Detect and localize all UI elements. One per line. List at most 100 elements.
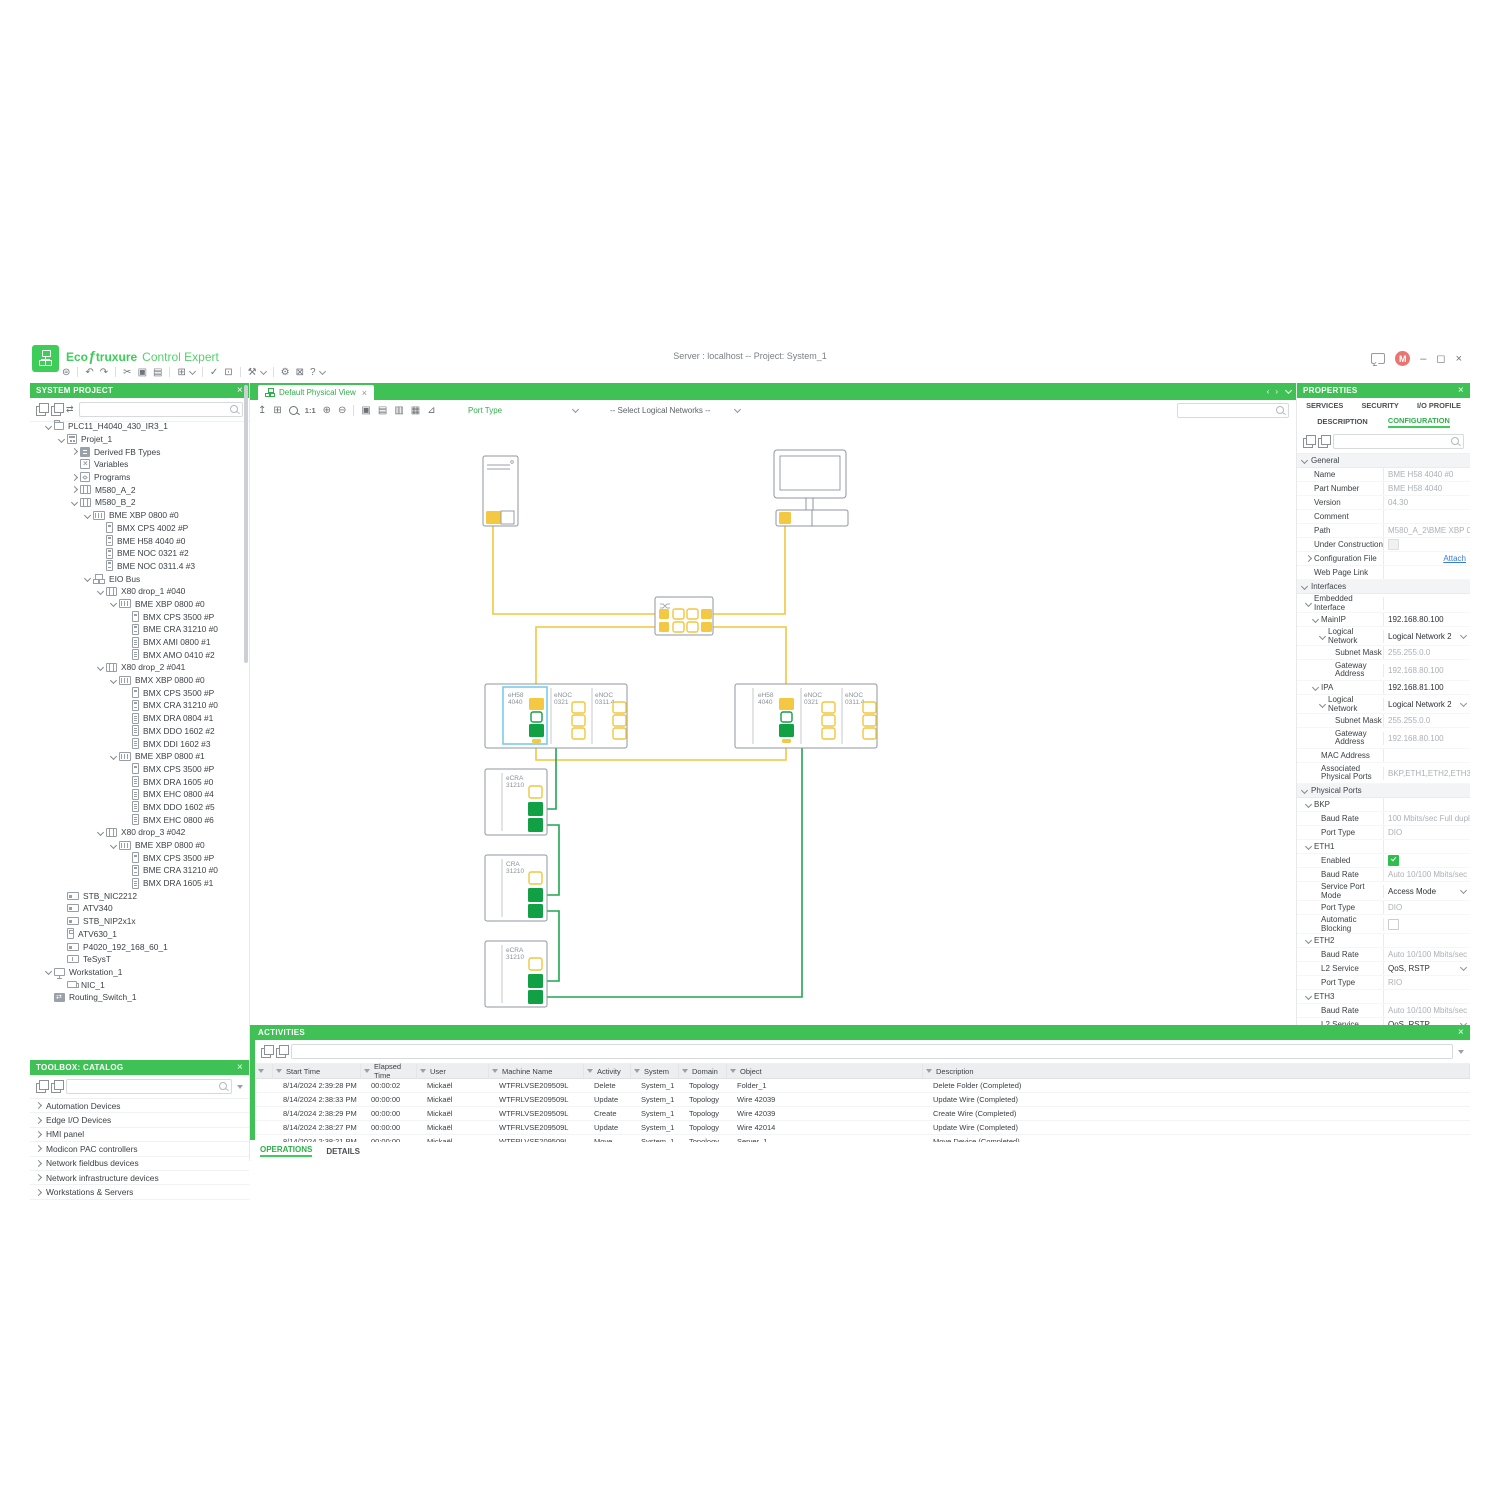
dio-port[interactable] xyxy=(659,609,669,619)
dropdown[interactable]: QoS, RSTP xyxy=(1383,962,1470,975)
column-header[interactable]: Domain xyxy=(679,1064,727,1078)
rio-port-free[interactable] xyxy=(780,711,793,723)
expand-all-icon[interactable] xyxy=(36,1079,49,1093)
column-header[interactable]: System xyxy=(631,1064,679,1078)
avatar[interactable]: M xyxy=(1395,351,1411,366)
properties-search-input[interactable] xyxy=(1333,434,1464,449)
tab-services[interactable]: SERVICES xyxy=(1306,401,1344,410)
checkbox[interactable] xyxy=(1388,855,1399,866)
port-type-dropdown[interactable]: Port Type xyxy=(468,405,580,415)
paste-icon[interactable]: ▤ xyxy=(153,367,162,378)
tree-item[interactable]: BMX CPS 3500 #P xyxy=(30,851,249,864)
tree-item[interactable]: BMX DDO 1602 #5 xyxy=(30,801,249,814)
tree-item[interactable]: BMX XBP 0800 #0 xyxy=(30,674,249,687)
filter-icon[interactable] xyxy=(237,1084,243,1089)
dio-port[interactable] xyxy=(659,622,669,632)
tree-item[interactable]: BMX AMO 0410 #2 xyxy=(30,648,249,661)
tree-item[interactable]: EIO Bus xyxy=(30,572,249,585)
tree-item[interactable]: BMX DRA 1605 #1 xyxy=(30,877,249,890)
dio-port-free[interactable] xyxy=(862,714,877,727)
dropdown[interactable]: Logical Network 2 xyxy=(1383,697,1470,711)
dropdown[interactable]: QoS, RSTP xyxy=(1383,1018,1470,1031)
fit-icon[interactable]: ⊠ xyxy=(296,367,304,378)
layout-load-icon[interactable]: ▤ xyxy=(377,404,388,416)
tree-item[interactable]: Derived FB Types xyxy=(30,445,249,458)
expander-icon[interactable] xyxy=(57,435,66,443)
validate-icon[interactable]: ✓ xyxy=(210,367,218,378)
attach-link[interactable]: Attach xyxy=(1443,554,1466,563)
collapse-all-icon[interactable] xyxy=(51,402,64,416)
tree-scrollbar[interactable] xyxy=(244,385,248,663)
tree-item[interactable]: BME H58 4040 #0 xyxy=(30,534,249,547)
dio-port[interactable] xyxy=(701,609,712,619)
tree-item[interactable]: TeSysT xyxy=(30,953,249,966)
property-value[interactable]: 192.168.80.100 xyxy=(1383,613,1470,626)
tree-item[interactable]: STB_NIC2212 xyxy=(30,889,249,902)
layout-reset-icon[interactable]: ▦ xyxy=(410,404,421,416)
deploy-icon[interactable]: ⊡ xyxy=(224,367,232,378)
toolbox-category[interactable]: HMI panel xyxy=(30,1128,249,1143)
dio-port-free[interactable] xyxy=(672,621,685,633)
tools-icon[interactable]: ⚒ xyxy=(248,367,267,378)
property-section[interactable]: Interfaces xyxy=(1297,580,1470,594)
dio-wire[interactable] xyxy=(492,524,656,615)
close-tab-icon[interactable]: × xyxy=(361,387,368,398)
sync-icon[interactable]: ⇄ xyxy=(66,404,74,414)
expander-icon[interactable] xyxy=(83,575,92,583)
dio-port[interactable] xyxy=(782,739,791,743)
settings-icon[interactable]: ⚙ xyxy=(281,367,290,378)
expander-icon[interactable] xyxy=(44,968,53,976)
expander-icon[interactable] xyxy=(109,841,118,849)
layout-save-icon[interactable]: ▣ xyxy=(361,404,371,416)
dio-port-free[interactable] xyxy=(528,785,543,799)
close-button[interactable]: × xyxy=(1455,352,1462,365)
expander-icon[interactable] xyxy=(1311,615,1320,624)
tree-item[interactable]: BME XBP 0800 #0 xyxy=(30,598,249,611)
expander-icon[interactable] xyxy=(70,473,79,481)
filter-icon[interactable] xyxy=(364,1069,370,1073)
close-icon[interactable]: × xyxy=(1457,1026,1464,1038)
table-row[interactable]: 8/14/2024 2:38:33 PM 00:00:00 Mickaël WTFRL… xyxy=(255,1093,1470,1107)
rio-port[interactable] xyxy=(528,974,543,988)
expander-icon[interactable] xyxy=(1300,582,1309,591)
rio-port[interactable] xyxy=(528,818,543,832)
server-device[interactable] xyxy=(482,455,519,527)
tree-item[interactable]: ATV340 xyxy=(30,902,249,915)
redo-icon[interactable]: ↷ xyxy=(100,367,108,378)
dio-port-free[interactable] xyxy=(528,957,543,971)
view-search-input[interactable] xyxy=(1177,402,1289,418)
dio-port-free[interactable] xyxy=(571,714,586,727)
tree-item[interactable]: ATV630_1 xyxy=(30,928,249,941)
expander-icon[interactable] xyxy=(96,828,105,836)
property-value[interactable] xyxy=(1383,538,1470,551)
tree-item[interactable]: Routing_Switch_1 xyxy=(30,991,249,1004)
column-header[interactable]: Start Time xyxy=(273,1064,361,1078)
tree-item[interactable]: BMX EHC 0800 #6 xyxy=(30,813,249,826)
filter-icon[interactable] xyxy=(926,1069,932,1073)
expander-icon[interactable] xyxy=(1304,599,1313,607)
tree-item[interactable]: BMX CPS 3500 #P xyxy=(30,686,249,699)
tree-item[interactable]: P4020_192_168_60_1 xyxy=(30,940,249,953)
toolbox-category[interactable]: Network fieldbus devices xyxy=(30,1157,249,1171)
dio-port-free[interactable] xyxy=(821,714,836,727)
dio-port-free[interactable] xyxy=(672,608,685,620)
expander-icon[interactable] xyxy=(96,663,105,671)
collapse-all-icon[interactable] xyxy=(276,1044,289,1058)
expander-icon[interactable] xyxy=(34,1130,43,1139)
dropdown[interactable]: Logical Network 2 xyxy=(1383,629,1470,643)
tree-item[interactable]: PLC11_H4040_430_IR3_1 xyxy=(30,420,249,433)
tab-io-profile[interactable]: I/O PROFILE xyxy=(1416,401,1461,410)
expander-icon[interactable] xyxy=(1304,554,1313,563)
filter-icon[interactable] xyxy=(634,1069,640,1073)
toolbox-category[interactable]: Network infrastructure devices xyxy=(30,1171,249,1186)
tree-item[interactable]: NIC_1 xyxy=(30,978,249,991)
dio-port[interactable] xyxy=(779,698,794,710)
toolbox-category[interactable]: Workstations & Servers xyxy=(30,1185,249,1200)
expander-icon[interactable] xyxy=(34,1145,43,1153)
toolbox-category[interactable]: Modicon PAC controllers xyxy=(30,1142,249,1157)
tree-item[interactable]: BMX CPS 3500 #P xyxy=(30,763,249,776)
tree-item[interactable]: BMX CPS 3500 #P xyxy=(30,610,249,623)
dio-port[interactable] xyxy=(486,511,501,524)
expander-icon[interactable] xyxy=(1318,700,1327,708)
rio-port[interactable] xyxy=(528,888,543,902)
